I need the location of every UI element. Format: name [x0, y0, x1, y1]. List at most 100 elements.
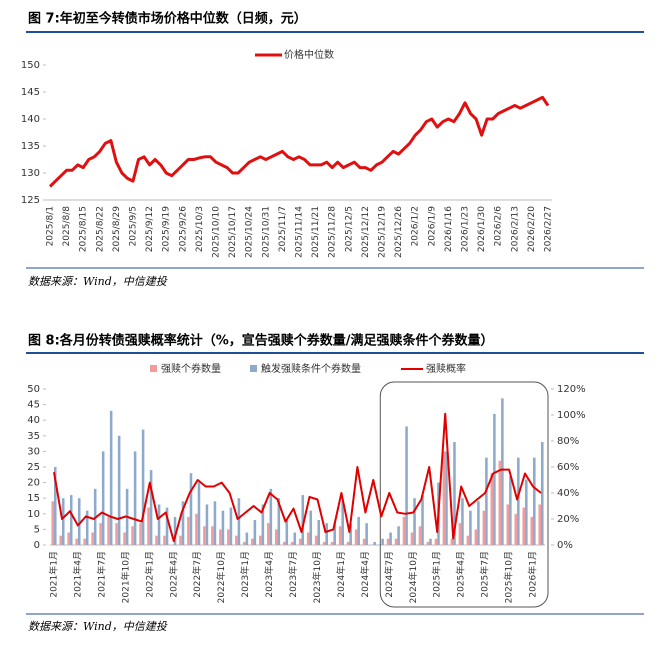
bar [426, 541, 430, 545]
legend-label: 强赎个券数量 [161, 362, 221, 375]
bar [245, 532, 249, 545]
bar [442, 451, 446, 545]
x-tick-label: 2025/11/21 [311, 206, 321, 258]
x-tick-label: 2025/12/12 [361, 206, 371, 258]
x-tick-label: 2025年10月 [503, 551, 515, 603]
y-tick-label: 0 [34, 540, 40, 551]
bar [517, 457, 520, 545]
bar [59, 535, 62, 545]
bar [205, 504, 209, 545]
bar [429, 538, 432, 545]
bar [61, 498, 65, 545]
bar [402, 516, 406, 545]
bar [362, 538, 366, 545]
x-tick-label: 2023年1月 [239, 551, 251, 598]
x-tick-label: 2025/9/19 [162, 206, 172, 252]
bar [147, 507, 150, 545]
bar [83, 538, 86, 545]
bar [389, 532, 392, 545]
bar [394, 538, 398, 545]
bar [189, 473, 193, 545]
bar [251, 538, 254, 545]
bar [477, 501, 480, 545]
bar [322, 541, 326, 545]
bar [373, 541, 376, 545]
bar [445, 451, 448, 545]
figure-title: 图 8:各月份转债强赎概率统计（%，宣告强赎个券数量/满足强赎条件个券数量） [28, 333, 494, 349]
x-tick-label: 2023年7月 [287, 551, 299, 598]
y-tick-label: 130 [21, 168, 40, 179]
legend-label: 触发强赎条件个券数量 [261, 362, 361, 375]
x-tick-label: 2026/1/2 [411, 206, 421, 246]
y-tick-label: 120% [557, 384, 586, 395]
x-tick-label: 2025/12/26 [394, 206, 404, 258]
x-tick-label: 2024年1月 [335, 551, 347, 598]
bar [410, 532, 414, 545]
y-tick-label: 140 [21, 114, 40, 125]
x-tick-label: 2024年7月 [383, 551, 395, 598]
bar [229, 507, 233, 545]
bar [165, 507, 169, 545]
x-tick-label: 2025/8/22 [95, 206, 105, 252]
x-tick-label: 2023年4月 [263, 551, 275, 598]
bar [85, 510, 89, 545]
bar [259, 535, 262, 545]
bar [197, 482, 201, 545]
bar [155, 535, 158, 545]
bar [203, 526, 206, 545]
x-tick-label: 2023年10月 [311, 551, 323, 603]
x-tick-label: 2026/2/27 [544, 206, 554, 252]
bar [149, 470, 153, 545]
x-tick-label: 2022年10月 [215, 551, 227, 603]
highlight-box [379, 381, 549, 608]
bar [269, 488, 273, 545]
y-tick-label: 35 [27, 431, 40, 442]
bar [99, 523, 102, 545]
bar [498, 460, 502, 545]
y-tick-label: 0% [557, 540, 573, 551]
figure-title: 图 7:年初至今转债市场价格中位数（日频，元） [28, 11, 307, 27]
bar [450, 538, 454, 545]
bar [219, 529, 222, 545]
bar [221, 510, 225, 545]
legend-swatch [250, 365, 257, 372]
bar [474, 529, 478, 545]
bar [421, 495, 424, 545]
bar [91, 532, 94, 545]
x-tick-label: 2026年1月 [527, 551, 539, 598]
x-tick-label: 2025/10/3 [195, 206, 205, 252]
bar [117, 435, 121, 545]
bar [458, 523, 462, 545]
bar [405, 426, 408, 545]
line [53, 412, 542, 543]
bar [253, 520, 257, 545]
bar [237, 498, 241, 545]
bar [338, 526, 342, 545]
x-tick-label: 2024年4月 [359, 551, 371, 598]
legend-swatch [150, 365, 157, 372]
x-tick-label: 2026/1/9 [427, 206, 437, 247]
x-tick-label: 2025/10/10 [212, 206, 222, 258]
x-tick-label: 2025/9/5 [129, 206, 139, 246]
y-tick-label: 20% [557, 514, 579, 525]
bar [274, 529, 278, 545]
y-tick-label: 145 [21, 87, 40, 98]
x-tick-label: 2021年10月 [119, 551, 131, 603]
bar [490, 473, 494, 545]
bar [453, 442, 456, 545]
bar [541, 442, 544, 545]
x-tick-label: 2021年7月 [95, 551, 107, 598]
bar [181, 501, 185, 545]
bar [493, 413, 496, 545]
y-tick-label: 150 [21, 60, 40, 71]
x-tick-label: 2025/9/12 [145, 206, 155, 252]
bar [163, 535, 166, 545]
x-tick-label: 2025/9/26 [178, 206, 188, 252]
bar [538, 504, 542, 545]
bar [298, 538, 302, 545]
bar [53, 467, 57, 545]
x-tick-label: 2025/10/31 [261, 206, 271, 258]
x-tick-label: 2025/12/19 [378, 206, 388, 258]
bar [357, 516, 360, 545]
